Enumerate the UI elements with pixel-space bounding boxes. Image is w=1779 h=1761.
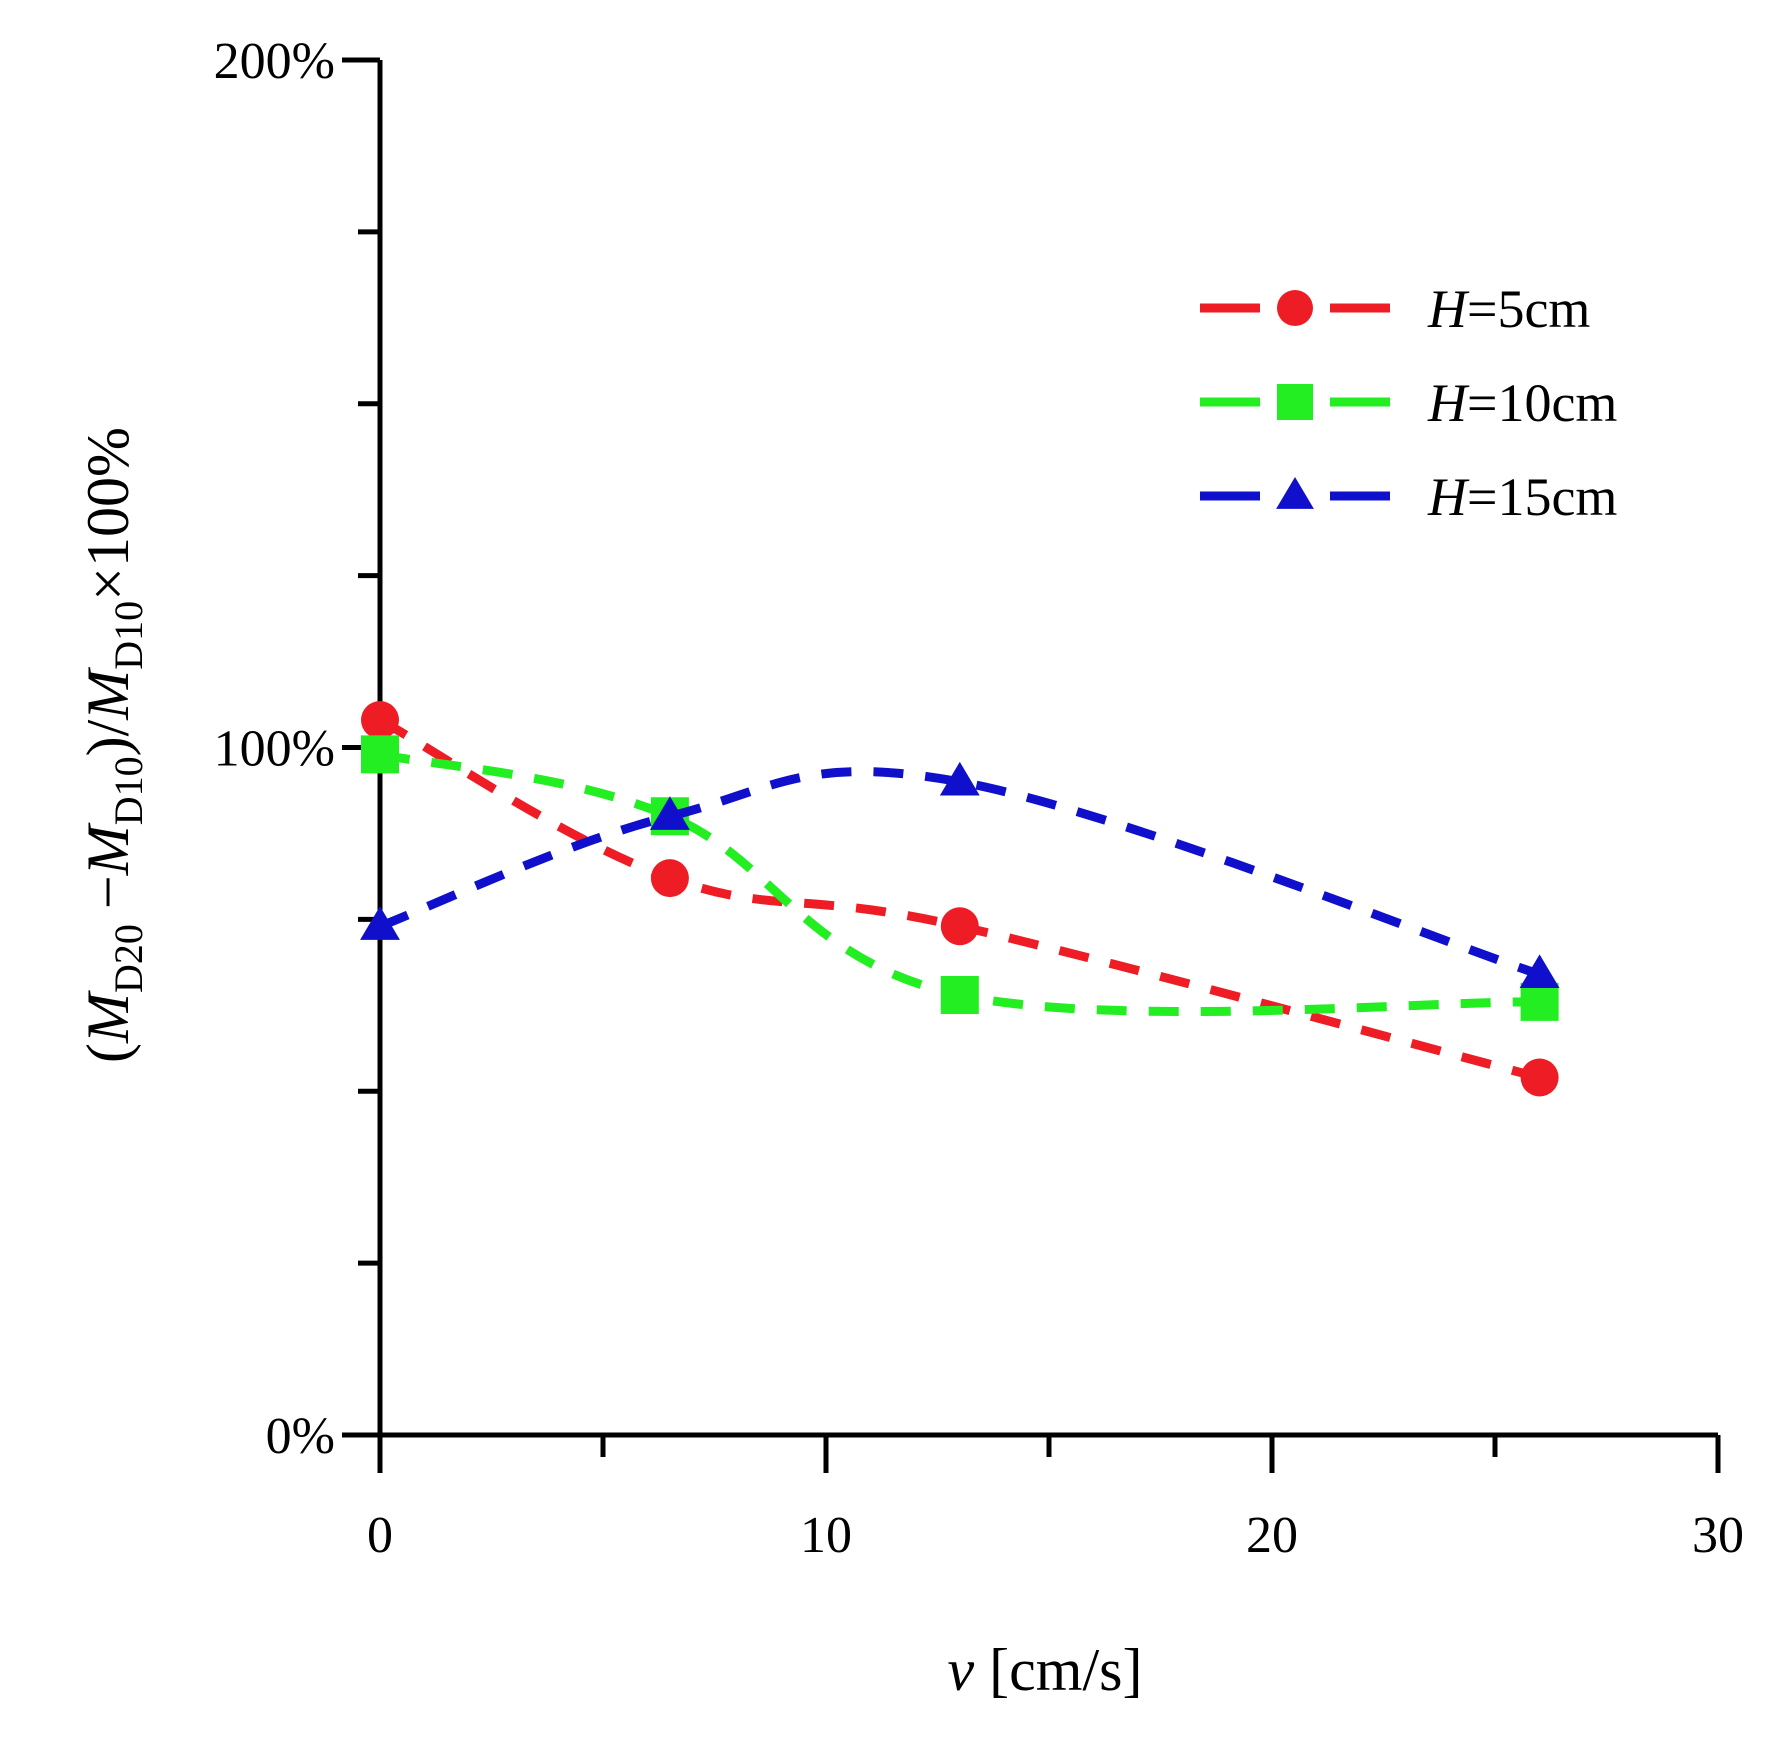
circle-marker [1277, 290, 1313, 326]
legend-label: H=5cm [1427, 279, 1590, 339]
circle-marker [1520, 1058, 1559, 1097]
square-marker [1277, 384, 1313, 420]
triangle-marker [360, 906, 400, 940]
square-marker [361, 735, 399, 774]
y-tick-label: 0% [266, 1408, 335, 1465]
series-3 [360, 761, 1560, 988]
triangle-marker [939, 761, 980, 796]
series-line [377, 716, 1541, 1082]
triangle-marker [1519, 954, 1560, 988]
series-line [379, 749, 1540, 1017]
x-axis-title-unit: [cm/s] [974, 1637, 1142, 1703]
y-tick-label: 200% [214, 33, 335, 90]
y-ticks [342, 57, 380, 1438]
x-axis-title: v [cm/s] [948, 1637, 1143, 1703]
square-marker [940, 976, 979, 1014]
circle-marker [940, 907, 979, 946]
triangle-marker [1276, 477, 1314, 509]
x-axis-title-variable: v [948, 1637, 975, 1703]
series-line [378, 767, 1542, 979]
y-tick-labels: 0% 100% 200% [214, 33, 335, 1465]
circle-marker [650, 859, 689, 898]
series-layer [360, 701, 1560, 1097]
series-1 [361, 701, 1559, 1097]
x-tick-label: 10 [800, 1507, 852, 1564]
legend-item: H=15cm [1200, 467, 1617, 527]
square-marker [1520, 982, 1559, 1021]
x-tick-labels: 0 10 20 30 [367, 1507, 1744, 1564]
circle-marker [361, 701, 399, 739]
legend: H=5cm H=10cm H=15cm [1200, 279, 1617, 527]
legend-label: H=15cm [1427, 467, 1617, 527]
y-tick-label: 100% [214, 721, 335, 778]
legend-item: H=5cm [1200, 279, 1590, 339]
x-tick-label: 20 [1246, 1507, 1298, 1564]
y-axis-title: (MD20 −MD10)/MD10×100% [75, 427, 151, 1063]
legend-item: H=10cm [1200, 373, 1617, 433]
x-tick-label: 30 [1692, 1507, 1744, 1564]
legend-label: H=10cm [1427, 373, 1617, 433]
axes [377, 60, 1718, 1438]
x-ticks [377, 1435, 1721, 1473]
triangle-marker [649, 796, 690, 830]
x-tick-label: 0 [367, 1507, 393, 1564]
